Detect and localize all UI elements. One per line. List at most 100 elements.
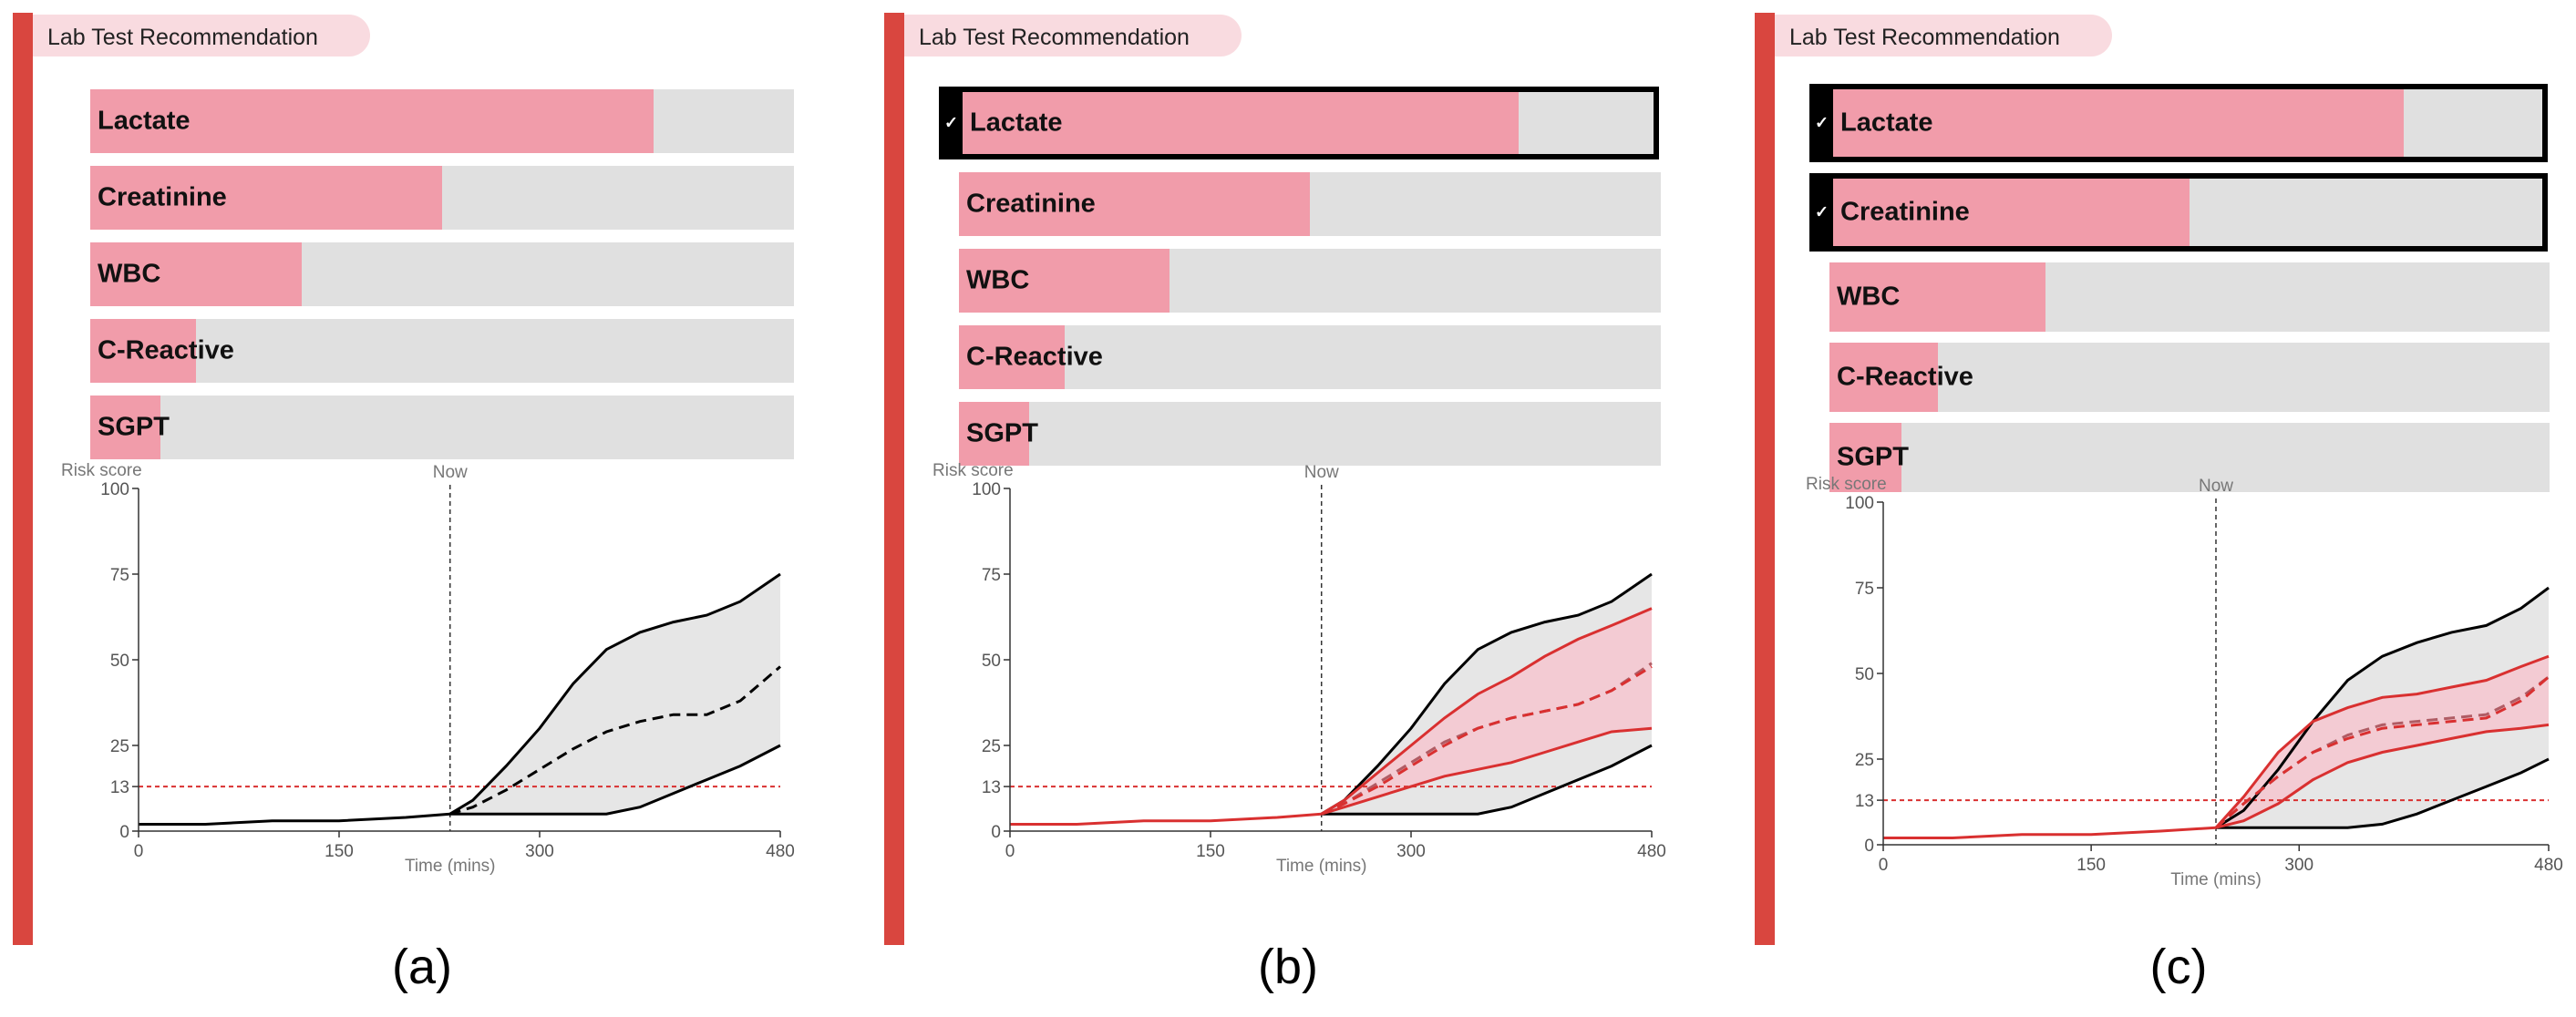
test-row-creatinine[interactable]: Creatinine ✓ — [1809, 173, 2548, 252]
test-label: Lactate — [98, 106, 191, 136]
bar-track — [1829, 423, 2550, 492]
baseline-mean-line — [449, 665, 781, 816]
bar-fill — [1829, 262, 2045, 332]
test-row-sgpt[interactable]: SGPT — [1811, 423, 2550, 492]
y-tick-label: 100 — [972, 480, 1001, 499]
x-tick-label: 150 — [1196, 842, 1225, 861]
test-label: C-Reactive — [966, 342, 1103, 372]
x-tick-label: 300 — [2284, 856, 2313, 875]
recommendation-mean-line — [2215, 675, 2550, 829]
bar-fill — [1829, 423, 1901, 492]
x-tick-label: 150 — [325, 842, 354, 861]
bar-fill — [1829, 343, 1938, 412]
check-icon: ✓ — [944, 113, 959, 132]
test-label: WBC — [966, 265, 1030, 295]
risk-chart: Now 0 13 25 50 75 100 0 150 300 480 Risk score Time … — [933, 461, 1666, 876]
test-row-lactate[interactable]: Lactate ✓ — [939, 87, 1659, 159]
now-label: Now — [2199, 477, 2233, 496]
baseline-lower-line — [1321, 744, 1653, 816]
test-row-c-reactive[interactable]: C-Reactive — [941, 325, 1661, 389]
bar-track — [959, 325, 1661, 389]
baseline-lower-line — [449, 744, 781, 816]
test-row-c-reactive[interactable]: C-Reactive — [90, 319, 794, 383]
panel-a: Lab Test Recommendation Lactate Creatinin… — [13, 13, 833, 960]
test-row-wbc[interactable]: WBC — [1811, 262, 2550, 332]
y-tick-label: 50 — [1855, 665, 1874, 684]
test-row-creatinine[interactable]: Creatinine — [90, 166, 794, 230]
y-tick-label: 100 — [100, 480, 129, 499]
test-row-wbc[interactable]: WBC — [941, 249, 1661, 313]
bar-track — [959, 402, 1661, 466]
risk-chart: Now 0 13 25 50 75 100 0 150 300 480 Risk score Time … — [61, 461, 795, 876]
baseline-upper-line — [2215, 586, 2550, 829]
caption-b: (b) — [1258, 940, 1318, 994]
test-bar: SGPT — [941, 402, 1661, 466]
test-row-c-reactive[interactable]: C-Reactive — [1811, 343, 2550, 412]
test-row-sgpt[interactable]: SGPT — [941, 402, 1661, 466]
risk-chart: Now 0 13 25 50 75 100 0 150 300 480 Risk score Time … — [1806, 475, 2563, 889]
y-tick-label: 75 — [982, 566, 1001, 585]
test-bar: Creatinine ✓ — [1815, 179, 2542, 246]
header-title: Lab Test Recommendation — [47, 25, 318, 50]
x-tick-label: 300 — [1396, 842, 1426, 861]
x-tick-label: 300 — [525, 842, 554, 861]
test-label: SGPT — [966, 418, 1038, 448]
bar-fill — [90, 89, 654, 153]
x-tick-label: 0 — [134, 842, 144, 861]
recommendation-band — [2216, 656, 2549, 828]
bar-track — [90, 396, 794, 459]
test-bar: Creatinine — [90, 166, 794, 230]
y-tick-label: 0 — [119, 823, 129, 842]
recommendation-lower-line — [1321, 726, 1653, 816]
bar-fill — [959, 172, 1310, 236]
y-axis-label: Risk score — [933, 461, 1014, 480]
test-label: Lactate — [970, 108, 1063, 138]
x-tick-label: 480 — [766, 842, 795, 861]
test-bar: SGPT — [1811, 423, 2550, 492]
accent-bar — [1755, 13, 1775, 945]
panel-b: Lab Test Recommendation Lactate ✓ Creatini… — [884, 13, 1705, 960]
y-axis-label: Risk score — [61, 461, 142, 480]
check-icon: ✓ — [1815, 202, 1829, 221]
baseline-mean-line — [2215, 675, 2550, 829]
recommendation-upper-line — [1320, 607, 1653, 816]
test-bar: Lactate — [90, 89, 794, 153]
y-tick-label: 50 — [110, 652, 129, 671]
history-line — [1883, 826, 2217, 839]
test-label: Creatinine — [966, 189, 1096, 219]
y-tick-label: 100 — [1845, 494, 1874, 513]
bar-fill — [1833, 179, 2190, 246]
x-axis-label: Time (mins) — [405, 857, 496, 876]
y-tick-label: 0 — [1864, 837, 1874, 856]
test-label: WBC — [98, 259, 161, 289]
recommendation-band — [1321, 608, 1652, 815]
recommendation-upper-line — [2214, 654, 2550, 829]
test-row-creatinine[interactable]: Creatinine — [941, 172, 1661, 236]
y-tick-label: 75 — [110, 566, 129, 585]
test-bar: C-Reactive — [1811, 343, 2550, 412]
now-label: Now — [433, 463, 468, 482]
header-title: Lab Test Recommendation — [1789, 25, 2060, 50]
history-line — [139, 812, 450, 826]
header-tab: Lab Test Recommendation — [904, 15, 1242, 56]
recommendation-mean-line — [1321, 665, 1653, 816]
y-tick-label: 75 — [1855, 580, 1874, 599]
x-axis-label: Time (mins) — [2170, 870, 2262, 889]
test-label: C-Reactive — [1837, 362, 1973, 392]
test-list: Lactate ✓ Creatinine ✓ WBC C-Reactive SGPT — [1809, 84, 2550, 503]
test-row-wbc[interactable]: WBC — [90, 242, 794, 306]
test-bar: Creatinine — [941, 172, 1661, 236]
test-row-lactate[interactable]: Lactate — [90, 89, 794, 153]
test-bar: C-Reactive — [941, 325, 1661, 389]
bar-fill — [90, 242, 302, 306]
header-tab: Lab Test Recommendation — [1775, 15, 2112, 56]
x-axis-label: Time (mins) — [1276, 857, 1367, 876]
test-list: Lactate Creatinine WBC C-Reactive SGPT — [90, 89, 794, 472]
caption-c: (c) — [2149, 940, 2208, 994]
baseline-upper-line — [1320, 572, 1653, 816]
bar-fill — [959, 402, 1029, 466]
test-row-sgpt[interactable]: SGPT — [90, 396, 794, 459]
test-row-lactate[interactable]: Lactate ✓ — [1809, 84, 2548, 162]
y-tick-label: 25 — [1855, 751, 1874, 770]
check-icon: ✓ — [1815, 113, 1829, 132]
